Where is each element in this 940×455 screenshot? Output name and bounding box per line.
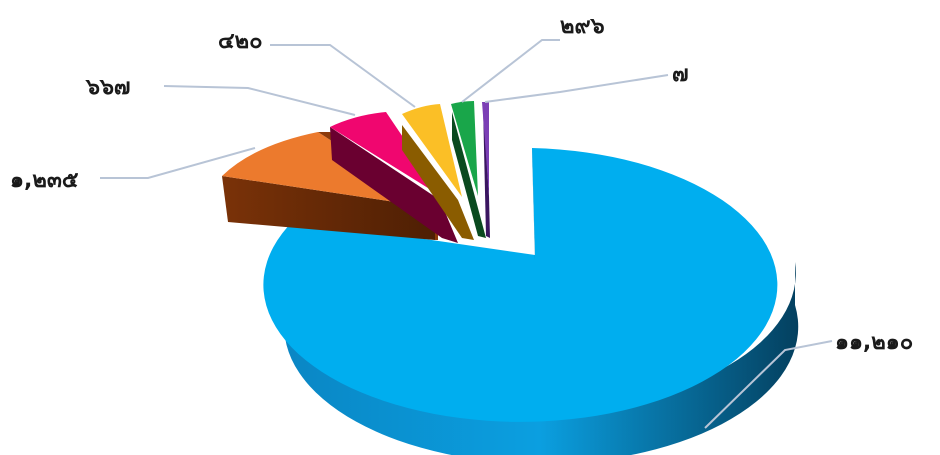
slice-3-side [402, 125, 474, 240]
slice-0-top [263, 148, 778, 422]
leader-line-slice-4 [461, 39, 560, 103]
data-label-slice-0: ๑๑,๒๑๐ [835, 330, 913, 355]
slice-4-top [451, 101, 478, 196]
slice-3-top [402, 104, 462, 197]
data-label-slice-4: ๒๙๖ [560, 14, 605, 39]
slice-4-side [452, 112, 486, 238]
slice-1-side [222, 176, 435, 240]
leader-line-slice-5 [484, 74, 669, 103]
slice-2-top [330, 112, 444, 198]
data-label-slice-3: ๔๒๐ [218, 29, 263, 54]
slice-5-top [482, 102, 489, 196]
slice-2-side [330, 127, 458, 243]
leader-line-slice-3 [270, 44, 416, 108]
data-label-slice-2: ๖๖๗ [85, 75, 130, 100]
data-label-slice-5: ๗ [672, 62, 689, 87]
slice-0-cut [532, 148, 535, 260]
leader-line-slice-0 [704, 340, 833, 429]
data-label-slice-1: ๑,๒๓๕ [10, 168, 79, 193]
leader-line-slice-1 [100, 147, 256, 179]
leader-line-slice-2 [163, 85, 356, 116]
